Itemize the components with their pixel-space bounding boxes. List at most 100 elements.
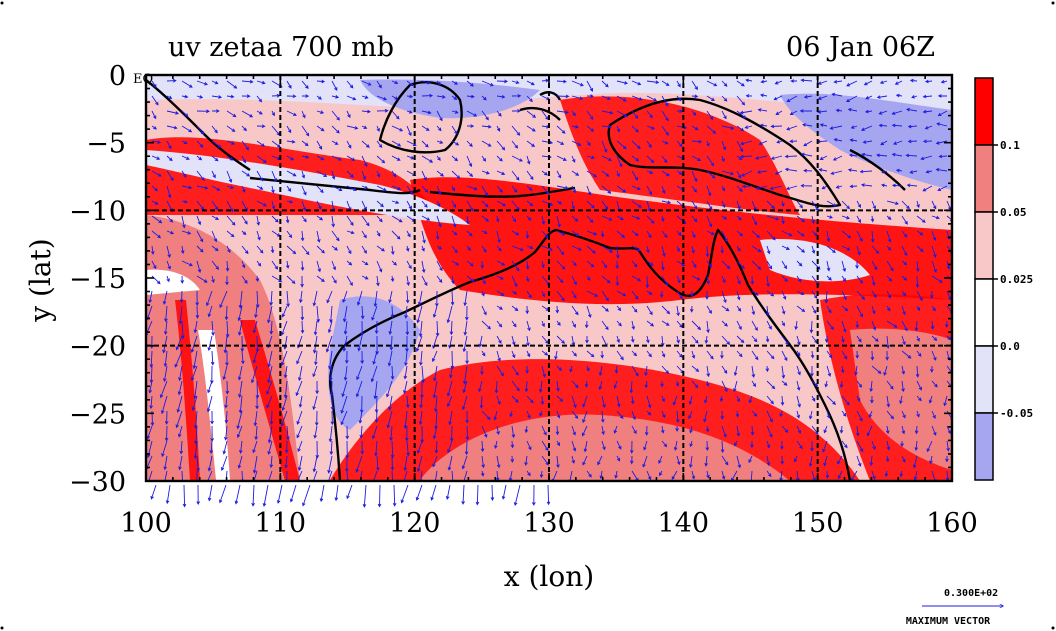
wind-vector	[766, 350, 775, 360]
wind-vector	[661, 185, 666, 194]
wind-vector	[871, 305, 876, 315]
wind-vector	[789, 139, 798, 144]
wind-vector	[496, 245, 502, 252]
wind-vector	[494, 380, 499, 394]
wind-vector	[899, 470, 904, 478]
wind-vector	[376, 230, 381, 237]
vector-key-label: MAXIMUM VECTOR	[906, 616, 991, 627]
wind-vector	[267, 350, 273, 368]
wind-vector	[796, 365, 801, 376]
wind-vector	[190, 365, 198, 381]
wind-vector	[841, 320, 847, 333]
wind-vector	[511, 80, 520, 85]
wind-vector	[360, 305, 365, 320]
wind-vector	[880, 183, 888, 188]
wind-vector	[721, 155, 725, 163]
wind-vector	[316, 79, 326, 84]
wind-vector	[316, 215, 324, 221]
x-tick-labels: 100 110 120 130 140 150 160	[120, 508, 978, 539]
wind-vector	[759, 123, 768, 128]
wind-vector	[446, 380, 453, 397]
wind-vector	[178, 455, 183, 471]
wind-vector	[930, 365, 934, 373]
wind-vector	[196, 260, 202, 274]
wind-vector	[376, 170, 381, 178]
wind-vector	[149, 395, 153, 410]
wind-vector	[541, 350, 549, 356]
wind-vector	[601, 275, 611, 284]
wind-vector	[751, 260, 762, 270]
wind-vector	[254, 305, 258, 319]
wind-vector	[757, 108, 768, 112]
wind-vector	[448, 365, 453, 379]
wind-vector	[901, 425, 906, 435]
wind-vector	[601, 305, 609, 312]
wind-vector	[876, 153, 888, 158]
colorbar-label: 0.025	[1000, 273, 1033, 286]
wind-vector	[631, 275, 642, 282]
wind-vector	[766, 275, 770, 288]
wind-vector	[511, 215, 517, 223]
wind-vector	[616, 320, 622, 327]
wind-vector	[301, 155, 310, 159]
wind-vector	[848, 153, 858, 158]
wind-vector	[495, 215, 500, 223]
wind-vector	[386, 410, 393, 429]
wind-vector	[736, 215, 742, 221]
wind-vector	[886, 305, 891, 312]
wind-vector	[630, 335, 635, 343]
vort-region-lavender-north	[146, 75, 952, 120]
wind-vector	[181, 140, 188, 145]
wind-vector	[571, 140, 582, 146]
wind-vector	[253, 410, 258, 427]
wind-vector	[285, 260, 290, 269]
wind-vector	[774, 80, 783, 85]
wind-vector	[356, 365, 363, 381]
wind-vector	[790, 79, 797, 83]
wind-vector	[906, 183, 918, 188]
wind-vector	[886, 200, 900, 206]
wind-vector	[796, 425, 801, 434]
wind-vector	[211, 320, 215, 336]
wind-vector	[151, 110, 157, 120]
wind-vector	[255, 380, 260, 399]
wind-vector	[301, 94, 310, 98]
wind-vector	[758, 140, 768, 146]
wind-vector	[800, 78, 813, 83]
wind-vector	[238, 290, 243, 309]
x-tick-label: 140	[658, 508, 710, 539]
wind-vector	[481, 305, 487, 316]
wind-vector	[268, 470, 273, 481]
wind-vector	[616, 290, 627, 297]
wind-vector	[465, 425, 470, 441]
wind-vector	[586, 185, 592, 196]
wind-vector	[601, 110, 614, 115]
wind-vector	[433, 395, 438, 413]
wind-vector	[754, 155, 768, 160]
wind-vector	[929, 455, 933, 465]
wind-vector	[340, 410, 348, 426]
wind-vector	[421, 140, 429, 148]
wind-vector	[733, 380, 738, 393]
wind-vector	[810, 350, 815, 359]
wind-vector	[465, 215, 470, 225]
wind-vector	[760, 79, 768, 84]
wind-vector	[421, 125, 430, 131]
wind-vector	[916, 260, 920, 273]
wind-vector	[525, 275, 530, 283]
wind-vector	[646, 80, 660, 85]
wind-vector	[756, 170, 768, 174]
wind-vector	[386, 380, 393, 398]
wind-vector	[478, 335, 483, 348]
wind-vector	[766, 395, 774, 405]
wind-vector	[435, 320, 440, 337]
wind-vector	[222, 440, 228, 455]
wind-vector	[751, 335, 758, 343]
wind-vector	[907, 139, 918, 144]
wind-vector	[241, 94, 251, 98]
wind-vector	[286, 185, 292, 192]
wind-vector	[195, 290, 199, 307]
wind-vector	[841, 245, 851, 251]
wind-vector	[886, 275, 893, 282]
wind-vector	[905, 107, 918, 112]
